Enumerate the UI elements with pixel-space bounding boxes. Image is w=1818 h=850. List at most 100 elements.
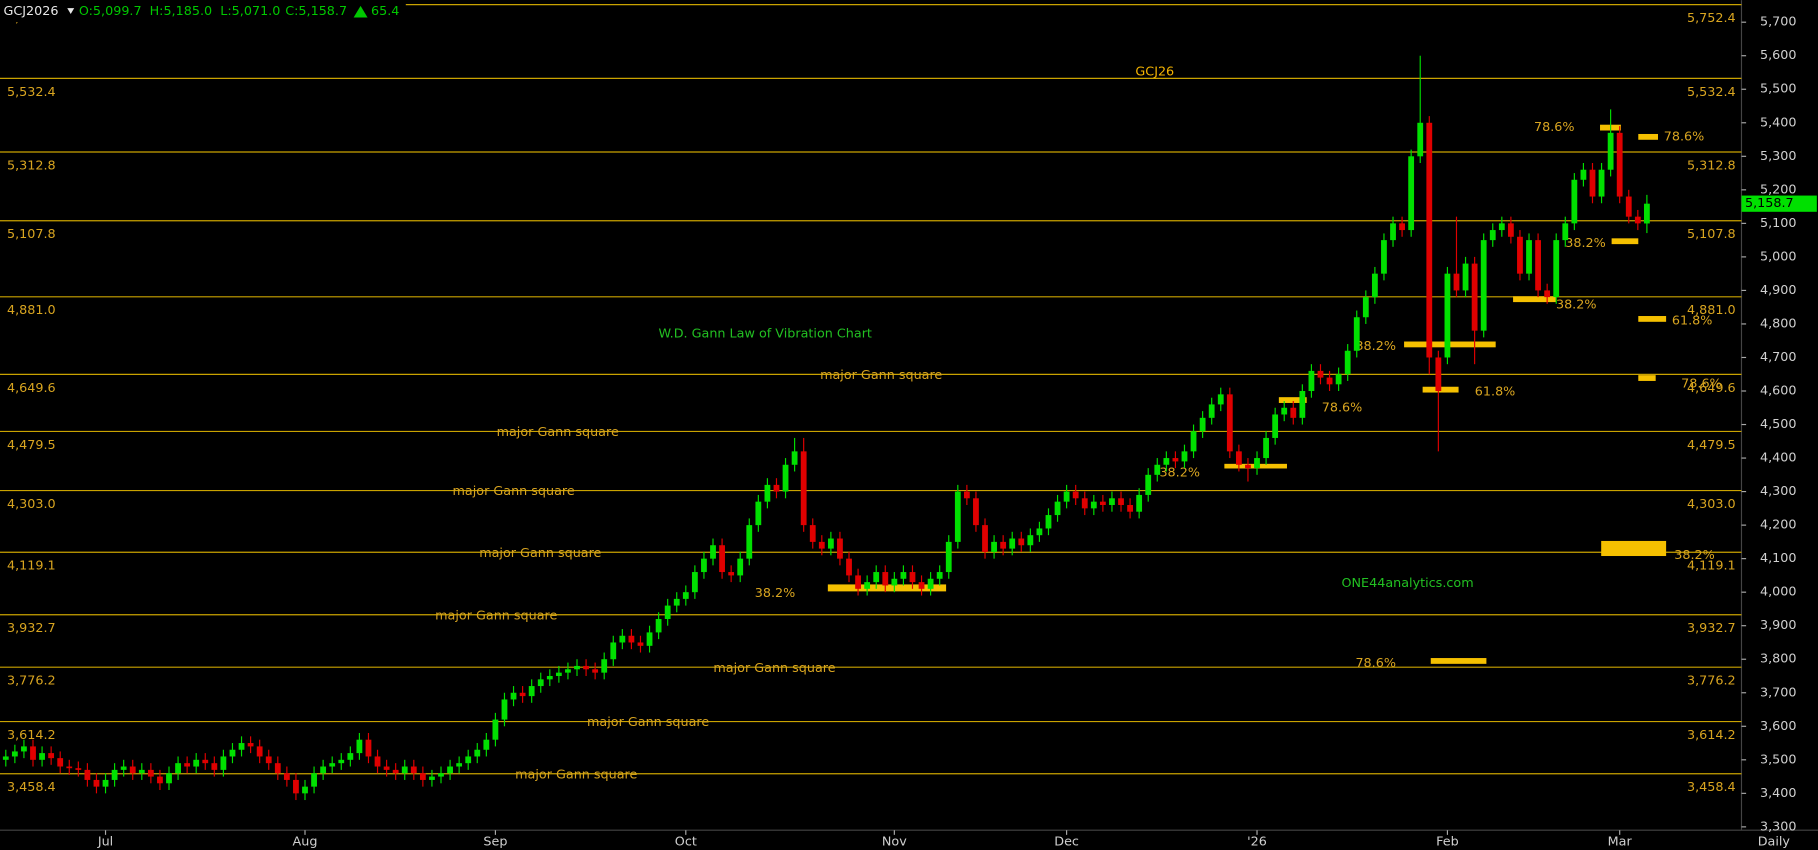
y-tick-label: 5,600 [1760, 48, 1797, 63]
header-bg [0, 0, 406, 23]
candle-body [918, 582, 925, 589]
candle-body [166, 773, 172, 784]
x-tick-label: Dec [1054, 834, 1079, 849]
candle-body [265, 756, 272, 764]
candle-body [1426, 122, 1433, 358]
candle-body [746, 525, 753, 559]
candle-body [465, 756, 472, 764]
header-change: 65.4 [371, 4, 399, 19]
candle-body [1589, 169, 1596, 197]
y-tick-label: 5,100 [1760, 216, 1797, 231]
gann-note: major Gann square [453, 484, 575, 499]
candle-body [1145, 474, 1152, 495]
fib-zone [1638, 133, 1658, 140]
candle-body [710, 545, 716, 559]
candle-body [1616, 132, 1623, 197]
candle-body [57, 758, 64, 767]
x-tick-label: '26 [1247, 834, 1267, 849]
candle-body [1254, 458, 1260, 469]
candle-body [1362, 297, 1369, 318]
candle-body [66, 766, 73, 769]
gann-note: major Gann square [820, 368, 942, 383]
x-tick-label: Jul [97, 834, 113, 849]
candle-body [401, 766, 408, 774]
candle-body [1136, 494, 1143, 512]
candle-body [1471, 263, 1478, 331]
candle-body [827, 538, 834, 549]
candle-body [302, 786, 308, 794]
candle-body [537, 679, 544, 687]
x-tick-label: Aug [293, 834, 318, 849]
candle-body [673, 598, 680, 606]
y-tick-label: 5,700 [1760, 15, 1797, 30]
header-dropdown [67, 8, 75, 14]
y-tick-label: 5,400 [1760, 115, 1797, 130]
fib-label: 61.8% [1672, 314, 1713, 329]
candle-body [1018, 538, 1025, 546]
candle-body [39, 753, 45, 760]
candle-body [1027, 535, 1034, 546]
candle-body [1127, 505, 1133, 512]
y-tick-label: 3,500 [1760, 752, 1797, 767]
y-tick-label: 4,500 [1760, 417, 1797, 432]
candle-body [184, 763, 191, 767]
level-label-right: 3,776.2 [1687, 674, 1736, 689]
candle-body [1045, 515, 1052, 529]
candle-body [1290, 407, 1297, 418]
candle-body [1090, 501, 1097, 509]
chart-title: GCJ26 [1135, 64, 1174, 79]
candle-body [755, 501, 762, 526]
candle-body [1625, 196, 1632, 217]
candle-body [1172, 458, 1179, 462]
y-tick-label: 4,700 [1760, 350, 1797, 365]
candle-body [773, 484, 780, 492]
header-open: O:5,099.7 [79, 4, 142, 19]
x-tick-label: Feb [1436, 834, 1459, 849]
candle-body [764, 484, 771, 502]
candle-body [102, 779, 109, 787]
candle-body [1245, 464, 1251, 469]
candle-body [1498, 223, 1505, 231]
candle-body [93, 779, 100, 787]
candle-body [945, 541, 952, 573]
y-tick-label: 4,900 [1760, 283, 1797, 298]
candle-body [963, 491, 970, 499]
candle-body [1462, 263, 1469, 291]
candle-body [274, 763, 281, 774]
y-tick-label: 4,300 [1760, 484, 1797, 499]
candle-body [846, 558, 852, 576]
candle-body [293, 779, 299, 794]
candle-body [347, 753, 354, 760]
level-label-left: 3,458.4 [7, 780, 56, 795]
candle-body [11, 751, 18, 757]
candle-body [982, 525, 988, 552]
candle-body [147, 769, 154, 777]
y-tick-label: 5,500 [1760, 82, 1797, 97]
candle-body [1371, 273, 1378, 298]
y-tick-label: 4,400 [1760, 451, 1797, 466]
candle-body [728, 572, 735, 576]
y-tick-label: 5,300 [1760, 149, 1797, 164]
y-tick-label: 4,200 [1760, 518, 1797, 533]
y-tick-label: 4,000 [1760, 585, 1797, 600]
level-label-left: 4,881.0 [7, 303, 56, 318]
candle-body [719, 545, 725, 573]
candle-body [1072, 491, 1079, 499]
candle-body [954, 491, 961, 542]
candle-body [120, 766, 127, 770]
candle-body [2, 756, 9, 760]
candle-body [1580, 169, 1587, 180]
candle-body [1399, 223, 1405, 231]
level-label-left: 5,532.4 [7, 85, 56, 100]
chart-subtitle: W.D. Gann Law of Vibration Chart [659, 326, 872, 341]
y-tick-label: 3,400 [1760, 786, 1797, 801]
candle-body [818, 541, 825, 549]
candle-body [655, 618, 662, 633]
candle-body [528, 686, 535, 697]
candle-body [283, 773, 290, 780]
candle-body [483, 739, 490, 750]
candle-body [1308, 370, 1315, 392]
candle-body [691, 572, 698, 593]
